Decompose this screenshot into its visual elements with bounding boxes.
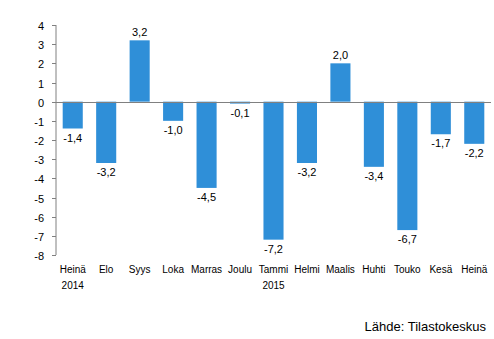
bar: [397, 102, 417, 230]
x-tick-label: Loka: [162, 264, 184, 275]
bar: [464, 102, 484, 144]
data-label: -1,0: [164, 124, 183, 136]
y-tick: [52, 63, 56, 64]
y-tick-label: 3: [38, 39, 44, 51]
bar: [96, 102, 116, 163]
x-tick-label: Heinä: [461, 264, 488, 275]
y-tick-label: -7: [34, 231, 44, 243]
y-tick-label: 0: [38, 97, 44, 109]
x-tick-label: Maalis: [326, 264, 355, 275]
data-label: -0,1: [231, 107, 250, 119]
bar: [130, 40, 150, 101]
bar: [63, 102, 83, 129]
data-label: -2,2: [465, 147, 484, 159]
bar: [197, 102, 217, 188]
y-tick-label: -3: [34, 154, 44, 166]
chart-svg: -8 -7 -6 -5 -4 -3 -2 -1 0 1 2 3 4 -1,4 -3,2 3,2 -1,0 -4,5…: [0, 0, 494, 339]
x-tick-label: Heinä: [60, 264, 87, 275]
y-tick: [52, 44, 56, 45]
chart-container: -8 -7 -6 -5 -4 -3 -2 -1 0 1 2 3 4 -1,4 -3,2 3,2 -1,0 -4,5…: [0, 0, 494, 339]
data-label: -4,5: [197, 191, 216, 203]
y-tick-label: 2: [38, 58, 44, 70]
data-label: -3,2: [97, 166, 116, 178]
y-tick-label: 4: [38, 20, 44, 32]
y-tick: [52, 121, 56, 122]
y-tick-label: 1: [38, 78, 44, 90]
x-tick-label: Touko: [394, 264, 421, 275]
x-tick-label: Huhti: [362, 264, 385, 275]
source: Lähde: Tilastokeskus: [365, 319, 487, 334]
data-label: -3,2: [297, 166, 316, 178]
data-label: -7,2: [264, 243, 283, 255]
y-tick: [52, 236, 56, 237]
data-label: -3,4: [364, 170, 383, 182]
x-tick-label: Syys: [129, 264, 151, 275]
bar: [330, 63, 350, 101]
data-label: -6,7: [398, 233, 417, 245]
y-tick-label: -5: [34, 193, 44, 205]
year-label: 2015: [262, 280, 285, 291]
zero-line: [56, 102, 491, 103]
y-tick: [52, 159, 56, 160]
data-label: 2,0: [333, 49, 348, 61]
y-tick-label: -6: [34, 212, 44, 224]
y-tick-label: -4: [34, 173, 44, 185]
y-tick: [52, 102, 56, 103]
y-tick: [52, 255, 56, 256]
bar: [297, 102, 317, 163]
y-tick: [52, 178, 56, 179]
x-tick-label: Elo: [99, 264, 114, 275]
data-label: 3,2: [132, 26, 147, 38]
y-tick: [52, 140, 56, 141]
x-tick-label: Joulu: [228, 264, 252, 275]
data-label: -1,7: [431, 137, 450, 149]
data-label: -1,4: [63, 132, 82, 144]
y-tick: [52, 217, 56, 218]
y-tick: [52, 83, 56, 84]
x-tick-label: Marras: [191, 264, 222, 275]
y-tick: [52, 25, 56, 26]
year-label: 2014: [62, 280, 85, 291]
y-tick-label: -2: [34, 135, 44, 147]
bar: [163, 102, 183, 121]
x-tick-label: Tammi: [259, 264, 288, 275]
bar: [263, 102, 283, 240]
bar: [431, 102, 451, 135]
y-tick-label: -1: [34, 116, 44, 128]
bars: [63, 40, 485, 239]
y-tick-label: -8: [34, 250, 44, 262]
bar: [364, 102, 384, 167]
x-tick-label: Kesä: [429, 264, 452, 275]
y-tick: [52, 198, 56, 199]
x-tick-label: Helmi: [294, 264, 320, 275]
